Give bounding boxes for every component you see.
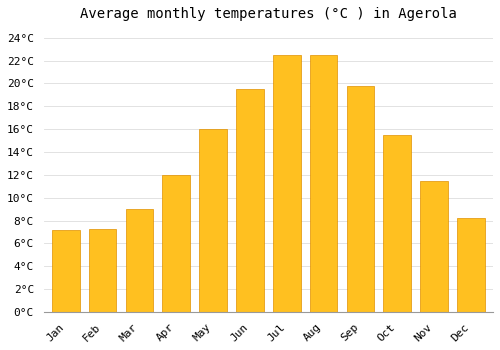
Bar (126, 209, 154, 312)
Title: Average monthly temperatures (°C ) in Agerola: Average monthly temperatures (°C ) in Ag… (80, 7, 457, 21)
Bar (310, 55, 338, 312)
Bar (420, 181, 448, 312)
Bar (89, 229, 117, 312)
Bar (162, 175, 190, 312)
Bar (457, 218, 485, 312)
Bar (384, 135, 411, 312)
Bar (236, 89, 264, 312)
Bar (346, 86, 374, 312)
Bar (52, 230, 80, 312)
Bar (200, 129, 227, 312)
Bar (273, 55, 300, 312)
